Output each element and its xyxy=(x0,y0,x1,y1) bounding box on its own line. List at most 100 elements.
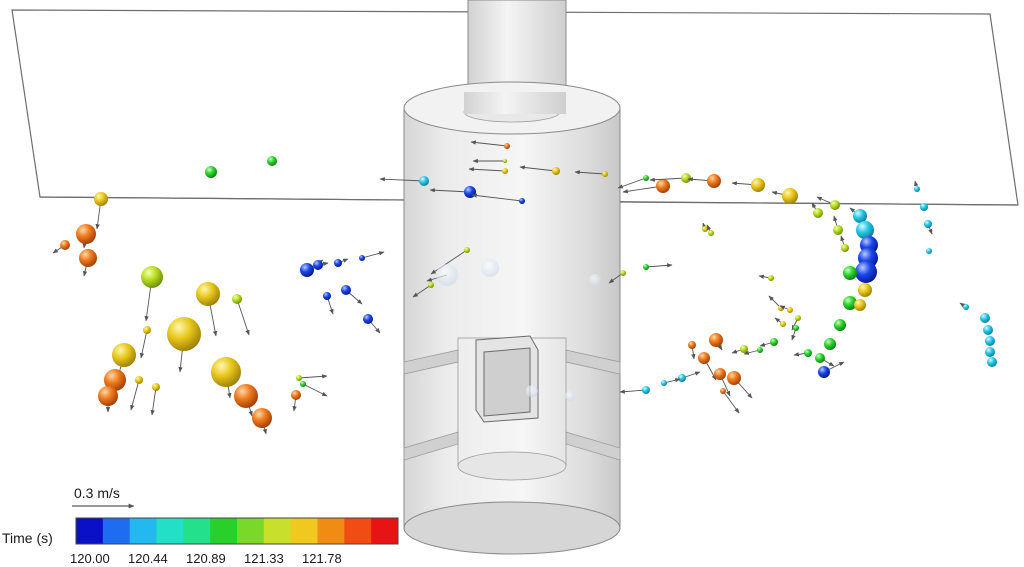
particle xyxy=(980,313,990,323)
particle xyxy=(436,264,458,286)
particle xyxy=(914,186,920,192)
particle xyxy=(678,374,686,382)
particle xyxy=(464,186,476,198)
velocity-arrow xyxy=(429,188,471,193)
particle xyxy=(141,266,163,288)
colorbar-swatch xyxy=(317,518,345,544)
particle xyxy=(688,341,696,349)
particle xyxy=(987,357,997,367)
velocity-arrow xyxy=(649,177,687,182)
particle xyxy=(341,285,351,295)
particle xyxy=(334,259,342,267)
particle xyxy=(481,259,499,277)
velocity-arrow xyxy=(412,284,432,298)
velocity-arrow xyxy=(430,249,468,275)
velocity-arrow xyxy=(379,177,425,182)
particle xyxy=(854,299,866,311)
colorbar-ticks: 120.00 120.44 120.89 121.33 121.78 xyxy=(70,551,342,566)
particle xyxy=(985,347,995,357)
particle xyxy=(196,282,220,306)
colorbar-swatch xyxy=(102,518,131,544)
particle xyxy=(757,347,763,353)
particle xyxy=(104,369,126,391)
particle xyxy=(782,188,798,204)
particle xyxy=(778,305,784,311)
colorbar-swatch xyxy=(210,518,238,544)
particle xyxy=(419,176,429,186)
particle xyxy=(740,345,748,353)
particle xyxy=(643,175,649,181)
velocity-arrow xyxy=(236,298,250,336)
velocity-arrow xyxy=(619,389,647,394)
particle xyxy=(843,296,857,310)
particle xyxy=(589,274,601,286)
particle xyxy=(167,317,201,351)
particle xyxy=(234,384,258,408)
particle xyxy=(359,255,365,261)
particle xyxy=(79,249,97,267)
velocity-arrow xyxy=(361,251,385,259)
particle xyxy=(853,209,867,223)
colorbar-swatches xyxy=(76,518,399,544)
particle xyxy=(780,321,786,327)
particle xyxy=(708,230,714,236)
particle xyxy=(252,408,272,428)
particle xyxy=(152,383,160,391)
particle xyxy=(815,353,825,363)
particle xyxy=(714,368,726,380)
particle xyxy=(267,156,277,166)
colorbar-tick-label: 120.00 xyxy=(70,551,110,566)
particle xyxy=(963,304,969,310)
particle xyxy=(112,343,136,367)
vertical-pipe xyxy=(467,0,567,93)
colorbar-swatch xyxy=(237,518,265,544)
particle xyxy=(727,371,741,385)
particle xyxy=(363,314,373,324)
particle xyxy=(211,357,241,387)
velocity-arrow xyxy=(302,383,328,397)
particle xyxy=(926,248,932,254)
particle xyxy=(602,171,608,177)
colorbar-tick-label: 120.89 xyxy=(186,551,226,566)
particle xyxy=(503,159,507,163)
particle xyxy=(709,333,723,347)
particle xyxy=(768,275,774,281)
velocity-arrow xyxy=(519,165,557,172)
colorbar-swatch xyxy=(290,518,318,544)
velocity-arrow xyxy=(130,379,140,411)
particle xyxy=(818,366,830,378)
particle xyxy=(787,307,793,313)
particle xyxy=(135,376,143,384)
particle xyxy=(296,375,302,381)
particle xyxy=(323,292,331,300)
particle xyxy=(661,380,667,386)
scale-arrow-label: 0.3 m/s xyxy=(74,485,120,501)
particle xyxy=(232,294,242,304)
colorbar-swatch xyxy=(129,518,157,544)
particle xyxy=(720,388,726,394)
particle xyxy=(702,226,708,232)
particle xyxy=(94,192,108,206)
colorbar-swatch xyxy=(371,518,399,544)
colorbar-swatch xyxy=(76,518,104,544)
colorbar-tick-label: 121.33 xyxy=(244,551,284,566)
particle xyxy=(205,166,217,178)
particle xyxy=(643,264,649,270)
colorbar-swatch xyxy=(156,518,184,544)
particle xyxy=(830,200,840,210)
particle xyxy=(804,349,812,357)
particle xyxy=(526,385,538,397)
particle xyxy=(698,352,710,364)
velocity-arrow xyxy=(722,390,740,414)
particle xyxy=(642,386,650,394)
particle xyxy=(983,325,993,335)
particle xyxy=(813,208,823,218)
particle xyxy=(795,315,801,321)
particle xyxy=(60,240,70,250)
colorbar-swatch xyxy=(263,518,292,544)
velocity-arrow xyxy=(150,386,157,416)
colorbar-swatch xyxy=(183,518,211,544)
particle xyxy=(920,203,928,211)
particle xyxy=(751,178,765,192)
particle xyxy=(924,220,932,228)
